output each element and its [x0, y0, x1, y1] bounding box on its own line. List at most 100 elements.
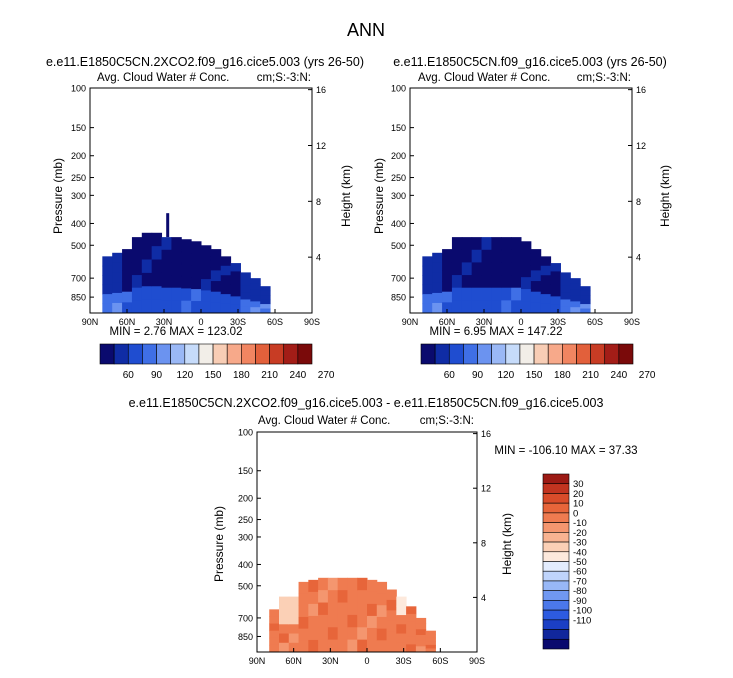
field-cell [161, 287, 172, 301]
field-cell [540, 284, 552, 295]
colorbar-box [604, 343, 620, 365]
field-cell [279, 605, 290, 616]
field-cell [432, 272, 443, 284]
field-cell [210, 259, 222, 271]
field-cell [141, 299, 153, 314]
x-tick-label: 90S [469, 656, 485, 666]
field-cell [191, 253, 202, 266]
field-cell [471, 262, 483, 276]
field-cell [422, 284, 433, 295]
field-cell [580, 308, 591, 314]
field-cell [425, 634, 436, 639]
field-cell [501, 287, 512, 301]
field-cell [298, 640, 309, 653]
field-cell [161, 262, 172, 276]
colorbar-box [434, 343, 450, 365]
y-tick-label: 150 [391, 123, 406, 133]
y-axis-right-label: Height (km) [500, 513, 514, 575]
field-cell [540, 265, 552, 276]
field-cell [580, 304, 591, 310]
y-right-tick-label: 12 [481, 484, 491, 494]
field-cell [471, 275, 483, 289]
colorbar-box [170, 343, 186, 365]
field-cell [201, 256, 212, 269]
colorbar-box [297, 343, 313, 365]
field-cell [308, 615, 319, 629]
field-cell [511, 275, 522, 289]
field-cell [396, 605, 407, 616]
y-tick-label: 700 [238, 613, 253, 623]
field-cell [220, 256, 232, 267]
field-cell [481, 287, 492, 301]
colorbar-label: 0 [573, 508, 578, 519]
field-cell [279, 633, 290, 644]
colorbar-box [491, 343, 507, 365]
field-cell [122, 259, 133, 271]
colorbar-box [547, 343, 563, 365]
field-cell [260, 295, 271, 301]
colorbar-box [241, 343, 256, 365]
field-cell [471, 300, 483, 314]
y-tick-label: 300 [391, 191, 406, 201]
field-cell [442, 291, 453, 303]
colorbar-label: -110 [573, 615, 591, 626]
field-cell [230, 304, 241, 314]
field-cell [112, 262, 123, 274]
left-string: Avg. Cloud Water # Conc. [258, 415, 390, 427]
y-axis-label: Pressure (mb) [372, 158, 386, 234]
colorbar-label: 30 [573, 479, 584, 490]
y-right-tick-label: 4 [636, 253, 641, 263]
field-cell [288, 642, 300, 653]
colorbar-label: -90 [573, 596, 587, 607]
panel-2xco2: e.e11.E1850C5CN.2XCO2.f09_g16.cice5.003 … [46, 55, 364, 381]
field-cell [481, 275, 492, 289]
field-cell [367, 603, 378, 617]
y-tick-label: 250 [238, 515, 253, 525]
field-cell [337, 627, 348, 641]
field-cell [161, 275, 172, 289]
field-cell [491, 300, 502, 314]
field-cell [161, 249, 172, 263]
field-cell [141, 272, 153, 287]
colorbar-box [542, 483, 570, 494]
field-cell [279, 615, 290, 625]
field-cell [511, 287, 522, 301]
field-cell [540, 275, 552, 286]
colorbar-label: 150 [526, 370, 543, 381]
field-cell [521, 265, 532, 278]
left-string: Avg. Cloud Water # Conc. [418, 72, 550, 84]
right-string: cm;S:-3:N: [257, 72, 311, 84]
field-cell [151, 299, 163, 314]
field-cell [240, 306, 251, 314]
field-cell [471, 249, 483, 263]
field-cell [141, 246, 153, 261]
field-cell [131, 275, 143, 289]
field-cell [560, 272, 571, 280]
field-cell [422, 294, 433, 305]
field-cell [151, 246, 163, 261]
field-cell [181, 239, 192, 253]
field-cell [461, 249, 473, 263]
y-tick-label: 200 [391, 151, 406, 161]
field-cell [191, 241, 202, 254]
field-cell [386, 641, 397, 653]
field-cell [327, 627, 339, 641]
field-cell [141, 232, 153, 247]
x-tick-label: 30S [550, 317, 566, 327]
field-cell [210, 291, 222, 303]
field-cell [308, 627, 319, 641]
field-cell [240, 279, 251, 287]
field-cell [461, 275, 473, 289]
field-cell [298, 581, 309, 595]
field-cell [171, 262, 182, 276]
field-cell [491, 275, 502, 289]
field-cell [415, 646, 427, 653]
field-cell [357, 639, 368, 653]
field-cell [432, 302, 443, 314]
field-cell [181, 251, 192, 265]
panel-difference: e.e11.E1850C5CN.2XCO2.f09_g16.cice5.003 … [129, 396, 638, 666]
field-cell [396, 642, 407, 653]
field-cell [406, 629, 417, 638]
field-cell [442, 302, 453, 314]
colorbar-box [533, 343, 549, 365]
